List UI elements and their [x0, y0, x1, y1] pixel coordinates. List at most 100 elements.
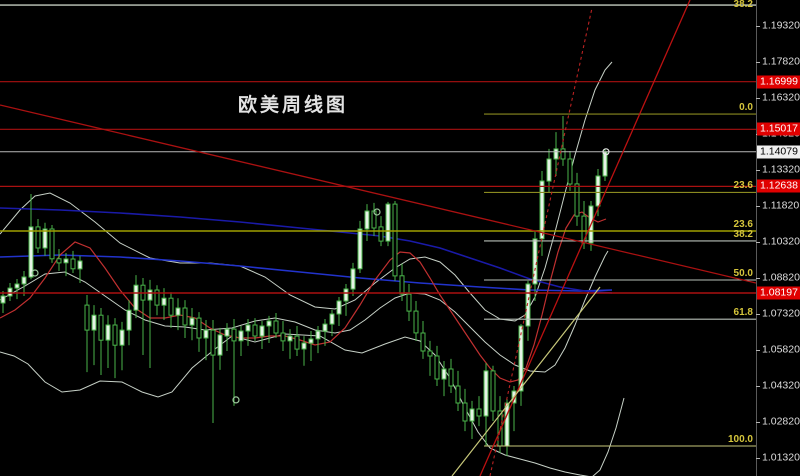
candlestick: [455, 370, 461, 411]
candlestick: [406, 284, 412, 321]
axis-tick-mark: [756, 61, 760, 63]
candlestick: [343, 284, 349, 316]
candle-body-bear: [196, 317, 202, 339]
candlestick: [105, 315, 111, 368]
candle-body-bull: [161, 297, 167, 306]
candle-body-bear: [378, 226, 384, 242]
candle-body-bear: [84, 304, 90, 331]
fib-label: 50.0: [733, 268, 753, 280]
candlestick: [392, 201, 398, 281]
candle-body-bull: [14, 283, 20, 289]
candle-body-bull: [259, 325, 265, 337]
candle-body-bull: [21, 276, 27, 285]
candlestick: [77, 255, 83, 283]
candle-body-bull: [0, 295, 6, 304]
candle-body-bull: [147, 289, 153, 301]
axis-tick-label: 1.08820: [762, 271, 800, 284]
fib-label: 100.0: [727, 434, 753, 445]
candlestick: [28, 194, 34, 280]
candlestick: [21, 271, 27, 296]
candlestick: [518, 324, 524, 406]
candlestick: [427, 340, 433, 376]
candlestick: [385, 201, 391, 247]
candle-body-bull: [189, 317, 195, 326]
price-alert-badge: 1.16999: [757, 75, 800, 89]
candlestick: [322, 319, 328, 346]
candlestick: [469, 400, 475, 439]
bollinger-lower-band: [0, 333, 625, 476]
candle-body-bull: [469, 408, 475, 422]
candlestick: [266, 315, 272, 343]
axis-tick-mark: [756, 349, 760, 351]
current-price-badge: 1.14079: [757, 145, 800, 159]
price-axis: 1.193201.178201.163201.148201.133201.118…: [756, 0, 800, 476]
candle-body-bull: [350, 268, 356, 290]
candlestick: [56, 249, 62, 271]
candlestick: [126, 300, 132, 346]
fib-label: 38.2: [733, 0, 753, 10]
axis-tick-mark: [756, 205, 760, 207]
candlestick: [490, 365, 496, 421]
candlestick: [280, 321, 286, 351]
price-alert-badge: 1.08197: [757, 286, 800, 300]
candlestick: [224, 323, 230, 351]
candle-body-bear: [231, 328, 237, 342]
candle-body-bull: [504, 402, 510, 447]
candlestick: [294, 326, 300, 356]
candle-body-bear: [56, 258, 62, 264]
candle-body-bear: [98, 314, 104, 341]
axis-tick-mark: [756, 385, 760, 387]
candle-body-bull: [175, 307, 181, 316]
candle-body-bear: [49, 228, 55, 260]
candlestick: [350, 262, 356, 296]
candlestick: [259, 321, 265, 349]
candle-body-bull: [357, 228, 363, 270]
axis-tick-mark: [756, 169, 760, 171]
fib-label: 61.8: [733, 307, 753, 319]
candle-body-bear: [182, 307, 188, 326]
axis-tick-mark: [756, 457, 760, 459]
candle-body-bull: [525, 283, 531, 327]
candle-body-bear: [154, 289, 160, 306]
candle-body-bull: [532, 238, 538, 285]
signal-marker-icon: [31, 269, 39, 277]
candle-body-bull: [91, 314, 97, 331]
candle-body-bull: [539, 180, 545, 240]
ma-red: [0, 211, 607, 383]
candlestick: [70, 250, 76, 273]
candle-body-bull: [133, 284, 139, 311]
candle-body-bull: [595, 175, 601, 207]
candle-body-bull: [483, 370, 489, 417]
candlestick: [252, 318, 258, 341]
axis-tick-label: 1.01320: [762, 451, 800, 464]
candle-body-bull: [105, 324, 111, 341]
fib-label: 0.0: [739, 102, 753, 114]
candle-body-bear: [567, 158, 573, 185]
candlestick: [14, 279, 20, 300]
candle-body-bear: [168, 297, 174, 316]
axis-tick-label: 1.10320: [762, 235, 800, 248]
candle-body-bear: [420, 332, 426, 352]
candlestick: [476, 396, 482, 427]
candlestick: [119, 321, 125, 371]
candle-body-bull: [336, 300, 342, 315]
candle-body-bear: [112, 324, 118, 346]
candlestick: [315, 326, 321, 354]
axis-tick-mark: [756, 97, 760, 99]
trendline: [479, 0, 691, 476]
trendline: [489, 7, 593, 476]
candle-body-bull: [553, 148, 559, 160]
candlestick: [546, 148, 552, 193]
axis-tick-label: 1.19320: [762, 19, 800, 32]
axis-tick-label: 1.05820: [762, 343, 800, 356]
candlestick: [511, 386, 517, 432]
candlestick: [532, 231, 538, 301]
axis-tick-mark: [756, 241, 760, 243]
candlestick: [420, 321, 426, 359]
candle-body-bear: [434, 355, 440, 380]
candle-body-bear: [294, 335, 300, 350]
candle-body-bull: [238, 330, 244, 342]
candlestick: [448, 358, 454, 393]
candlestick: [154, 285, 160, 316]
